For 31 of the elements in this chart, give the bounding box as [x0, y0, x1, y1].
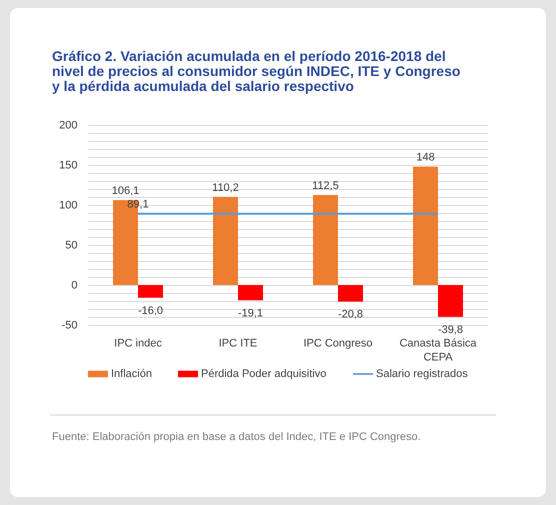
bar: [338, 285, 363, 302]
data-label: 89,1: [127, 198, 149, 211]
x-tick-label: IPC indec: [114, 338, 162, 350]
data-label: 110,2: [212, 182, 239, 194]
data-label: -20,8: [338, 308, 364, 321]
data-label: -39,8: [438, 324, 464, 336]
y-tick-label: 100: [59, 200, 78, 212]
bar: [438, 285, 463, 317]
data-label: 148: [416, 152, 435, 164]
bar: [313, 195, 338, 285]
source-note: Fuente: Elaboración propia en base a datos del Indec, ITE e IPC Congreso.: [52, 431, 421, 443]
y-tick-label: 50: [65, 240, 78, 252]
y-tick-label: 0: [71, 280, 78, 292]
chart-title: Gráfico 2. Variación acumulada en el período 2016-2018 del nivel de precios al consumidor según INDEC, ITE y Congreso y la pérdida acumulada del salario respectivo: [52, 48, 462, 94]
data-label: -16,0: [138, 304, 164, 317]
y-tick-label: 150: [59, 160, 78, 172]
y-tick-label: -50: [62, 320, 78, 332]
x-tick-label: Canasta Básica CEPA: [399, 338, 478, 364]
legend-label: Inflación: [111, 368, 152, 380]
x-tick-label: IPC ITE: [218, 338, 258, 350]
bar: [413, 166, 438, 285]
bar: [238, 285, 263, 300]
x-tick-label: IPC Congreso: [303, 338, 373, 350]
bar: [138, 285, 163, 298]
data-label: -19,1: [238, 307, 264, 320]
legend-label: Salario registrados: [376, 368, 468, 380]
bar: [213, 196, 238, 285]
data-label: 112,5: [312, 180, 339, 192]
data-label: 106,1: [112, 185, 140, 198]
y-tick-label: 200: [59, 120, 78, 132]
legend-label: Pérdida Poder adquisitivo: [201, 368, 326, 380]
